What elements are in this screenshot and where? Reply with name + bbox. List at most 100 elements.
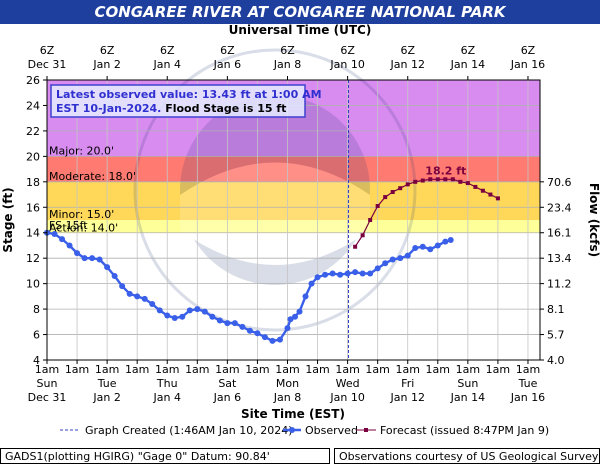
observed-point: [367, 270, 374, 277]
top-tick-label: 6Z: [461, 44, 476, 57]
observed-point: [447, 236, 454, 243]
observed-point: [314, 274, 321, 281]
y-tick-label: 20: [26, 150, 40, 163]
bottom-tick-time: 1am: [365, 363, 389, 376]
info-box-border: [50, 84, 306, 118]
crest-label: 18.2 ft: [425, 164, 466, 177]
bottom-tick-date: Jan 16: [510, 391, 545, 404]
bottom-tick-date: Jan 4: [153, 391, 181, 404]
top-tick-label: 6Z: [40, 44, 55, 57]
top-tick-date: Jan 8: [273, 58, 301, 71]
observed-point: [164, 312, 171, 319]
forecast-point: [473, 184, 478, 189]
observed-point: [292, 313, 299, 320]
bottom-tick-weekday: Fri: [401, 377, 414, 390]
observed-point: [246, 327, 253, 334]
legend-forecast-label: Forecast (issued 8:47PM Jan 9): [380, 424, 549, 437]
band-moderate: [47, 156, 540, 182]
top-tick-date: Jan 14: [450, 58, 485, 71]
observed-point: [344, 270, 351, 277]
flood-stage-label: FS 15ft: [49, 219, 88, 232]
bottom-tick-weekday: Tue: [518, 377, 538, 390]
forecast-point: [353, 244, 358, 249]
bottom-tick-weekday: Tue: [97, 377, 117, 390]
footer-datum: GADS1(plotting HGIRG) "Gage 0" Datum: 90…: [0, 448, 330, 464]
forecast-point: [398, 186, 403, 191]
bottom-tick-time: 1am: [185, 363, 209, 376]
observed-point: [397, 255, 404, 262]
y-tick-label: 22: [26, 125, 40, 138]
bottom-tick-time: 1am: [35, 363, 59, 376]
top-tick-label: 6Z: [521, 44, 536, 57]
seal-outer-ring: [133, 48, 417, 332]
y-tick-label: 14: [26, 227, 40, 240]
bottom-tick-date: Jan 6: [213, 391, 241, 404]
bottom-tick-time: 1am: [155, 363, 179, 376]
forecast-point: [465, 181, 470, 186]
bottom-tick-date: Jan 10: [329, 391, 364, 404]
y-tick-label: 12: [26, 252, 40, 265]
observed-point: [287, 316, 294, 323]
bottom-tick-time: 1am: [486, 363, 510, 376]
observed-point: [66, 242, 73, 249]
bottom-tick-weekday: Sun: [457, 377, 478, 390]
forecast-point: [435, 177, 440, 182]
info-box: Latest observed value: 13.43 ft at 1:00 …: [50, 84, 322, 118]
data-series: 18.2 ft: [44, 80, 500, 360]
observed-point: [51, 231, 58, 237]
y-tick-label: 4: [33, 354, 40, 367]
observed-point: [104, 264, 111, 271]
observed-point: [427, 246, 434, 253]
forecast-point: [390, 190, 395, 194]
forecast-point: [443, 177, 448, 182]
right-tick-label: 23.4: [547, 201, 572, 214]
y-tick-label: 16: [26, 201, 40, 214]
left-axis-title: Stage (ft): [1, 187, 15, 252]
top-tick-label: 6Z: [400, 44, 415, 57]
plot-frame: [46, 79, 541, 361]
chart-title: CONGAREE RIVER AT CONGAREE NATIONAL PARK: [0, 0, 600, 24]
observed-point: [81, 255, 88, 262]
observed-point: [434, 242, 441, 249]
observed-point: [419, 243, 426, 250]
observed-point: [374, 265, 381, 272]
top-tick-label: 6Z: [160, 44, 175, 57]
observed-point: [111, 273, 118, 279]
bottom-tick-date: Jan 12: [390, 391, 425, 404]
top-tick-date: Dec 31: [28, 58, 67, 71]
top-tick-label: 6Z: [220, 44, 235, 57]
observed-point: [141, 295, 148, 302]
top-tick-date: Jan 10: [329, 58, 364, 71]
right-tick-label: 5.7: [547, 329, 565, 342]
right-tick-label: 16.1: [547, 227, 572, 240]
forecast-point: [488, 192, 493, 197]
bottom-tick-weekday: Mon: [276, 377, 299, 390]
forecast-point: [375, 204, 380, 208]
observed-point: [352, 269, 359, 276]
bottom-tick-weekday: Sat: [218, 377, 237, 390]
bottom-tick-time: 1am: [245, 363, 269, 376]
right-tick-label: 8.1: [547, 303, 565, 316]
info-flood-stage: Flood Stage is 15 ft: [161, 102, 286, 115]
legend-observed-marker: [289, 427, 295, 433]
flood-stage-text: EST 10-Jan-2024. Flood Stage is 15 ft: [56, 102, 286, 115]
footer-credit: Observations courtesy of US Geological S…: [334, 448, 600, 464]
forecast-point: [360, 233, 365, 238]
observed-point: [322, 271, 329, 278]
bottom-tick-time: 1am: [395, 363, 419, 376]
legend-observed-label: Observed: [305, 424, 358, 437]
observed-point: [134, 293, 141, 300]
observed-point: [261, 334, 268, 341]
hydrograph-chart: Major: 20.0' Moderate: 18.0' Minor: 15.0'A…: [1, 24, 600, 437]
forecast-point: [458, 179, 463, 184]
top-tick-label: 6Z: [340, 44, 355, 57]
forecast-point: [495, 196, 500, 201]
right-tick-label: 13.4: [547, 252, 572, 265]
legend-forecast-marker: [364, 428, 368, 432]
observed-point: [231, 320, 238, 327]
observed-point: [412, 245, 419, 251]
top-tick-date: Jan 2: [92, 58, 120, 71]
bottom-tick-date: Jan 8: [273, 391, 301, 404]
bottom-tick-time: 1am: [215, 363, 239, 376]
